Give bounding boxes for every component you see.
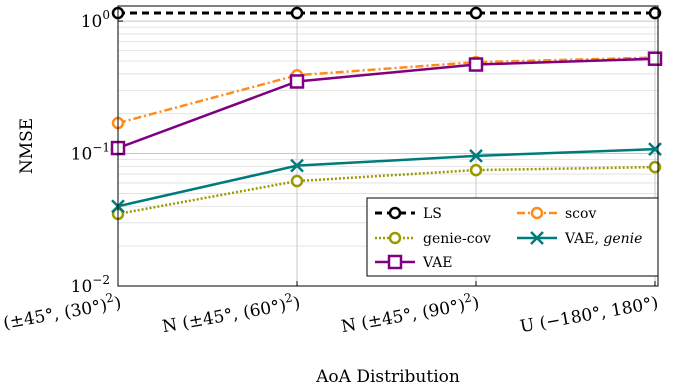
point-vae-genie-1 (290, 158, 304, 173)
legend-item-ls: LS (375, 206, 442, 222)
series-line-scov (117, 56, 656, 125)
series-ls (111, 6, 662, 20)
legend-box (366, 197, 659, 277)
x-axis-label: AoA Distribution (315, 367, 460, 387)
x-tick-label-n90: N (±45°, (90°)2) (339, 289, 481, 337)
plot-frame (117, 5, 659, 287)
legend-marker-vae (387, 254, 403, 270)
point-genie-cov-2 (469, 163, 483, 177)
point-vae-2 (468, 57, 484, 72)
series-line-vae (117, 57, 656, 150)
point-vae-genie-2 (469, 149, 483, 163)
legend-marker-ls (388, 206, 402, 220)
y-tick-label: 100 (81, 8, 110, 32)
x-tick-label-n30: N (±45°, (30°)2) (0, 289, 123, 337)
legend-marker-genie-cov (388, 231, 402, 245)
y-axis-label: NMSE (17, 118, 37, 174)
legend-item-vae-genie: VAE, genie (517, 231, 642, 247)
legend-label-vae: VAE (422, 255, 453, 271)
legend-marker-vae-genie (530, 231, 544, 245)
legend-item-vae: VAE (375, 254, 453, 271)
point-genie-cov-1 (290, 174, 304, 188)
y-axis-ticks: 100 10−1 10−2 (71, 8, 123, 297)
legend-label-vae-genie: VAE, genie (564, 231, 642, 247)
legend-item-scov: scov (517, 206, 596, 222)
point-ls-2 (469, 6, 483, 20)
series-vae-genie (111, 142, 662, 214)
x-tick-label-u180: U (−180°, 180°) (519, 293, 660, 337)
point-ls-1 (290, 6, 304, 20)
point-vae-1 (289, 74, 305, 89)
series-layer (110, 6, 663, 221)
legend-marker-scov (530, 206, 544, 220)
point-vae-3 (647, 51, 663, 66)
x-axis-ticks: N (±45°, (30°)2) N (±45°, (60°)2) N (±45°,… (0, 281, 660, 337)
series-line-vae-genie (117, 147, 656, 208)
y-tick-label: 10−2 (71, 273, 110, 297)
point-vae-genie-3 (648, 142, 662, 157)
legend-item-genie-cov: genie-cov (375, 231, 491, 247)
legend-label-scov: scov (565, 206, 596, 222)
y-tick-label: 10−1 (71, 141, 110, 165)
legend-label-ls: LS (423, 206, 442, 222)
legend: LS scov genie-cov VAE, genie VAE (366, 197, 659, 277)
x-tick-label-n60: N (±45°, (60°)2) (160, 289, 302, 337)
legend-label-genie-cov: genie-cov (423, 231, 491, 247)
